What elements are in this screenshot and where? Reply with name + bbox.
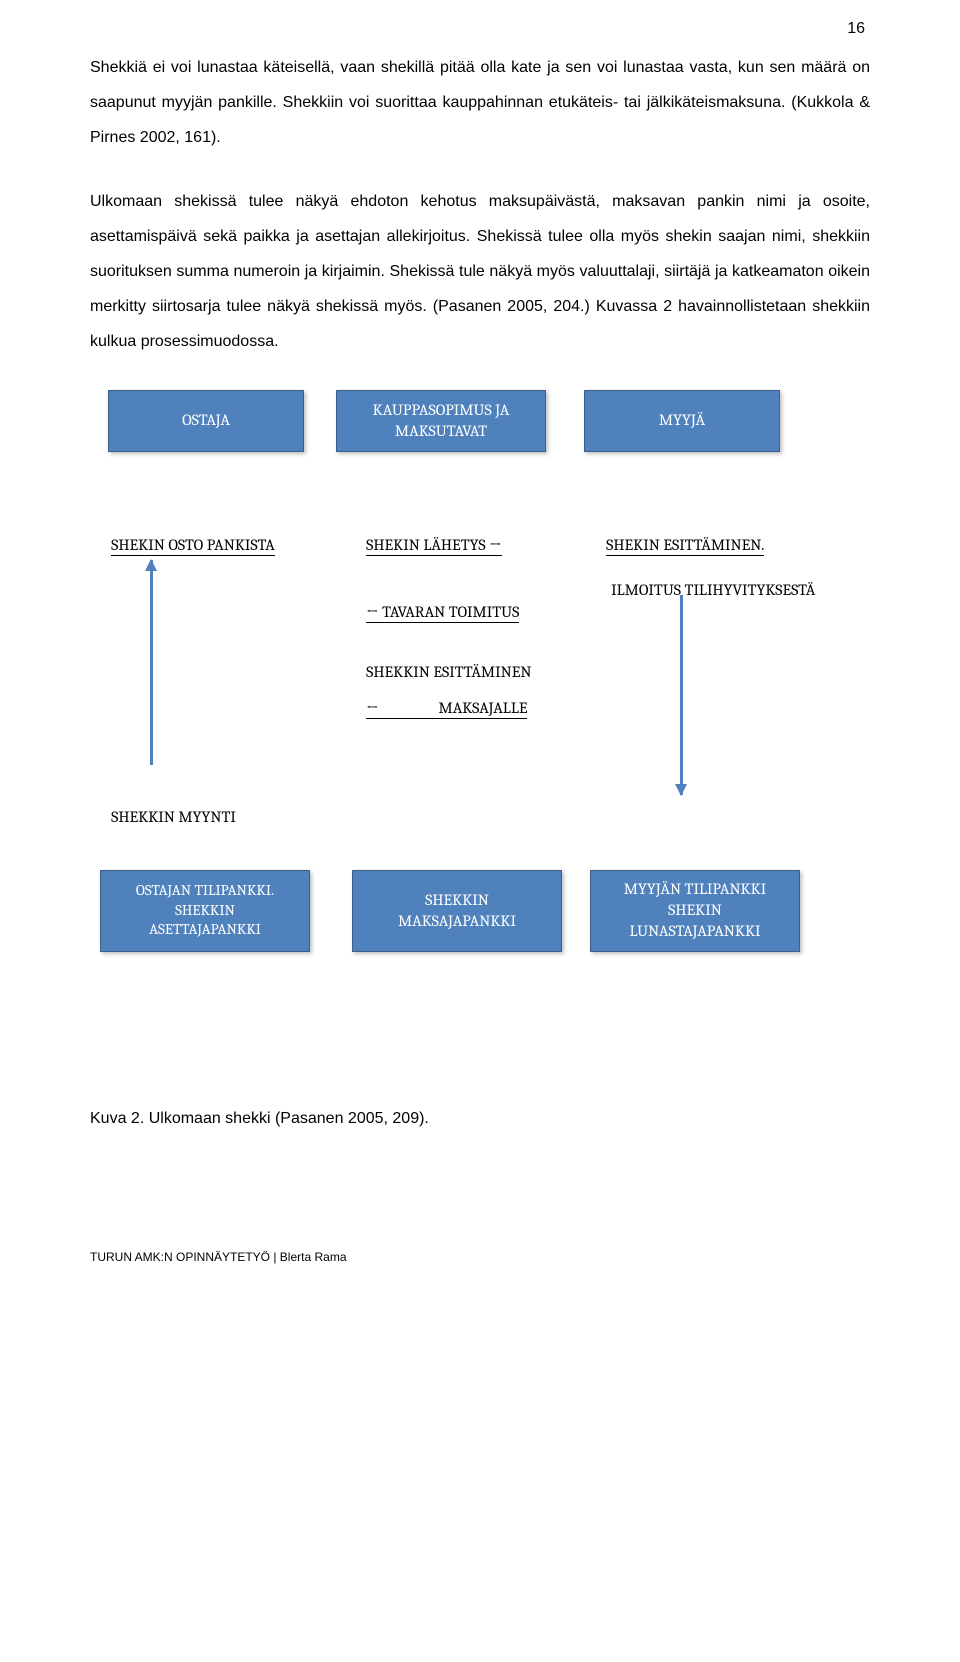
arrow-up-left <box>150 560 153 765</box>
page-footer: TURUN AMK:N OPINNÄYTETYÖ | Blerta Rama <box>90 1250 870 1264</box>
paragraph-2: Ulkomaan shekissä tulee näkyä ehdoton ke… <box>90 184 870 360</box>
label-ilmoitus: ILMOITUS TILIHYVITYKSESTÄ <box>590 563 815 617</box>
box-myyjan-tilipankki: MYYJÄN TILIPANKKI SHEKIN LUNASTAJAPANKKI <box>590 870 800 952</box>
box-shekkin-maksajapankki: SHEKKIN MAKSAJAPANKKI <box>352 870 562 952</box>
arrow-down-right <box>680 595 683 795</box>
label-shekkin-esittaminen-maksajalle: SHEKKIN ESITTÄMINEN ← MAKSAJALLE <box>345 645 531 737</box>
label-shekkin-myynti: SHEKKIN MYYNTI <box>90 790 236 844</box>
box-myyja: MYYJÄ <box>584 390 780 452</box>
flow-diagram: OSTAJA KAUPPASOPIMUS JA MAKSUTAVAT MYYJÄ… <box>90 390 870 1150</box>
paragraph-1: Shekkiä ei voi lunastaa käteisellä, vaan… <box>90 50 870 156</box>
page-number: 16 <box>847 20 865 38</box>
box-ostaja: OSTAJA <box>108 390 304 452</box>
label-shekin-lahetys: SHEKIN LÄHETYS → <box>345 518 502 574</box>
body-text: Shekkiä ei voi lunastaa käteisellä, vaan… <box>90 50 870 360</box>
label-tavaran-toimitus: ← TAVARAN TOIMITUS <box>345 585 519 641</box>
label-shekin-osto: SHEKIN OSTO PANKISTA <box>90 518 275 574</box>
page: 16 Shekkiä ei voi lunastaa käteisellä, v… <box>0 0 960 1304</box>
box-ostajan-tilipankki: OSTAJAN TILIPANKKI. SHEKKIN ASETTAJAPANK… <box>100 870 310 952</box>
figure-caption: Kuva 2. Ulkomaan shekki (Pasanen 2005, 2… <box>90 1110 429 1128</box>
box-kauppasopimus: KAUPPASOPIMUS JA MAKSUTAVAT <box>336 390 546 452</box>
